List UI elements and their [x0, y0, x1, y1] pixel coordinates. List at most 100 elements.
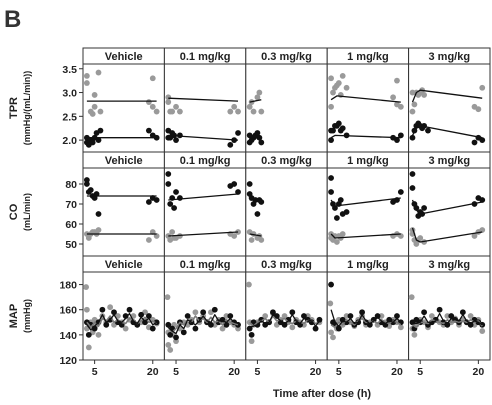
data-point-gray — [335, 80, 342, 86]
panel-letter: B — [4, 6, 21, 33]
data-point-black — [235, 130, 241, 136]
y-tick-label: 180 — [59, 280, 77, 292]
data-point-gray — [417, 235, 424, 241]
y-tick-label: 2.5 — [62, 111, 77, 123]
data-point-gray — [149, 75, 156, 82]
y-tick-label: 70 — [65, 199, 77, 211]
data-point-gray — [169, 229, 176, 235]
data-point-black — [83, 181, 90, 187]
data-point-gray — [479, 84, 486, 91]
data-point-gray — [339, 231, 346, 237]
data-point-black — [173, 137, 179, 144]
data-point-gray — [262, 313, 269, 319]
data-point-black — [145, 199, 152, 205]
data-point-black — [223, 321, 230, 328]
data-point-black — [312, 325, 319, 332]
x-tick-label: 20 — [147, 366, 159, 378]
data-point-gray — [339, 72, 346, 79]
data-point-black — [343, 209, 350, 215]
data-point-black — [99, 306, 106, 313]
panel-tpr-4: 3 mg/kg — [408, 47, 491, 153]
panel-map-0: Vehicle 5 20 — [82, 255, 165, 378]
data-point-black — [173, 334, 179, 341]
y-axis-label-co: CO — [8, 203, 20, 220]
data-point-gray — [411, 101, 418, 108]
panel-frame — [82, 167, 165, 257]
data-point-gray — [231, 233, 238, 239]
data-point-black — [409, 185, 416, 191]
data-point-black — [167, 201, 174, 207]
data-point-gray — [149, 103, 156, 110]
panel-title: 0.3 mg/kg — [261, 51, 312, 63]
data-point-black — [270, 309, 276, 316]
data-point-black — [231, 181, 238, 187]
panel-title: 1 mg/kg — [347, 155, 389, 167]
data-point-gray — [246, 281, 252, 288]
data-point-black — [332, 205, 338, 211]
data-point-black — [425, 127, 431, 134]
data-point-gray — [235, 108, 241, 115]
data-point-black — [254, 130, 261, 136]
data-point-black — [374, 313, 381, 319]
data-point-black — [235, 189, 241, 195]
data-point-gray — [328, 329, 334, 336]
panel-map-4: 3 mg/kg 5 20 — [408, 255, 491, 378]
x-tick-label: 5 — [92, 366, 98, 378]
data-point-black — [165, 171, 172, 177]
data-point-black — [85, 331, 92, 338]
data-point-black — [409, 171, 416, 177]
data-point-gray — [397, 103, 404, 110]
data-point-gray — [248, 338, 255, 345]
panel-title: 0.1 mg/kg — [180, 259, 231, 271]
data-point-gray — [192, 309, 199, 316]
data-point-black — [409, 134, 416, 141]
data-point-gray — [164, 294, 171, 301]
data-point-black — [208, 321, 214, 328]
panel-title: 3 mg/kg — [429, 51, 471, 63]
y-axis-label-tpr: TPR — [8, 97, 20, 119]
data-point-black — [397, 189, 404, 195]
y-tick-label: 160 — [59, 305, 77, 317]
data-point-gray — [85, 344, 92, 351]
data-point-black — [153, 134, 160, 141]
data-point-black — [273, 313, 280, 319]
data-point-black — [165, 321, 172, 328]
data-point-gray — [327, 300, 334, 307]
x-tick-label: 20 — [391, 366, 403, 378]
data-point-black — [289, 309, 296, 316]
data-point-gray — [235, 229, 241, 235]
panel-map-3: 1 mg/kg 5 20 — [326, 255, 410, 378]
data-point-black — [328, 189, 334, 195]
panel-map-1: 0.1 mg/kg 5 20 — [163, 255, 247, 378]
data-point-black — [459, 309, 466, 316]
fit-line-gray — [249, 99, 262, 103]
data-point-black — [95, 211, 102, 217]
data-point-black — [479, 197, 486, 203]
data-point-black — [479, 137, 486, 144]
panel-tpr-2: 0.3 mg/kg — [245, 47, 328, 153]
small-multiples-grid: TPR (mmHg/(mL/min)) 2.0 2.5 3.0 3.5 Vehicle 0.1… — [8, 47, 491, 378]
panel-title: Vehicle — [105, 51, 143, 63]
data-point-gray — [250, 108, 257, 115]
fit-line-black — [167, 314, 239, 335]
panel-title: 0.3 mg/kg — [261, 259, 312, 271]
data-point-black — [328, 175, 334, 181]
y-axis-label-map: MAP — [8, 304, 20, 328]
fit-line-black — [411, 125, 483, 139]
data-point-black — [145, 127, 152, 134]
data-point-gray — [122, 325, 129, 332]
data-point-gray — [328, 103, 334, 110]
data-point-gray — [165, 99, 172, 105]
panel-title: Vehicle — [105, 155, 143, 167]
data-point-black — [347, 313, 354, 319]
data-point-gray — [107, 304, 114, 311]
data-point-gray — [83, 72, 90, 79]
data-point-black — [126, 306, 133, 313]
fit-line-gray — [411, 227, 483, 243]
data-point-gray — [145, 99, 152, 105]
data-point-black — [138, 311, 145, 318]
panel-title: 0.3 mg/kg — [261, 155, 312, 167]
data-point-black — [97, 127, 104, 134]
data-point-gray — [479, 328, 486, 334]
data-point-black — [177, 132, 183, 139]
